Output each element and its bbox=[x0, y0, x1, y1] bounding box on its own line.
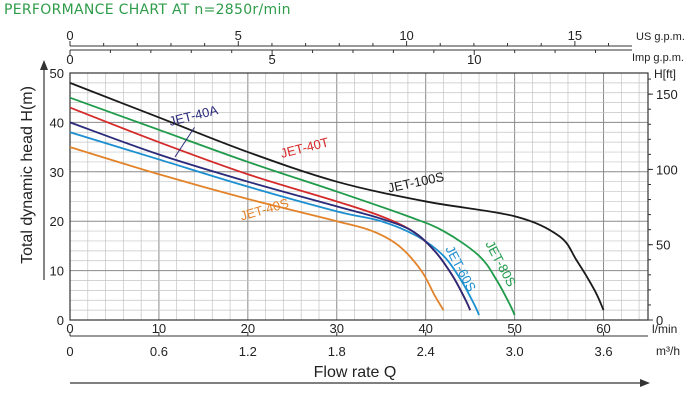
us-gpm-tick-label: 10 bbox=[399, 28, 413, 43]
x-tick-label: 30 bbox=[330, 321, 344, 336]
jet-40a-pointer bbox=[174, 127, 195, 158]
right-axis-unit: H[ft] bbox=[654, 67, 676, 81]
m3h-tick-label: 0 bbox=[66, 344, 73, 359]
y-tick-label: 20 bbox=[50, 214, 64, 229]
y-axis-label: Total dynamic head H(m) bbox=[19, 86, 36, 264]
series-line-jet-60s bbox=[69, 131, 480, 316]
series-line-jet-40s bbox=[69, 146, 445, 311]
series-line-jet-100s bbox=[69, 82, 605, 311]
right-tick-label: 150 bbox=[656, 87, 678, 102]
grid bbox=[69, 72, 648, 321]
y-axis-arrow-head bbox=[40, 60, 48, 70]
series-lines bbox=[69, 82, 605, 316]
m3h-axis-unit: m³/h bbox=[656, 344, 680, 358]
x-axis-label: Flow rate Q bbox=[314, 364, 397, 381]
x-tick-label: 20 bbox=[241, 321, 255, 336]
imp-gpm-unit: Imp g.p.m. bbox=[632, 52, 684, 64]
us-gpm-unit: US g.p.m. bbox=[636, 31, 685, 43]
series-label-jet-40a: JET-40A bbox=[167, 102, 219, 129]
series-line-jet-80s bbox=[69, 96, 516, 316]
series-line-jet-40a bbox=[69, 121, 471, 311]
series-label-jet-80s: JET-80S bbox=[482, 238, 519, 289]
y-tick-label: 10 bbox=[50, 264, 64, 279]
plot-frame bbox=[69, 72, 649, 321]
x-axis-arrow-head bbox=[640, 379, 650, 387]
m3h-tick-label: 2.4 bbox=[417, 344, 435, 359]
m3h-tick-label: 3.6 bbox=[594, 344, 612, 359]
y-tick-label: 30 bbox=[50, 165, 64, 180]
y-tick-label: 50 bbox=[50, 66, 64, 81]
right-tick-label: 0 bbox=[656, 313, 663, 328]
x-axis-unit: l/min bbox=[652, 322, 677, 336]
x-tick-label: 0 bbox=[66, 321, 73, 336]
m3h-tick-label: 1.8 bbox=[328, 344, 346, 359]
right-tick-label: 50 bbox=[656, 238, 670, 253]
us-gpm-tick-label: 15 bbox=[568, 28, 582, 43]
imp-gpm-tick-label: 10 bbox=[467, 52, 481, 67]
x-tick-label: 50 bbox=[507, 321, 521, 336]
us-gpm-tick-label: 5 bbox=[235, 28, 242, 43]
series-label-jet-40t: JET-40T bbox=[279, 134, 330, 160]
x-tick-label: 10 bbox=[152, 321, 166, 336]
m3h-tick-label: 3.0 bbox=[506, 344, 524, 359]
imp-gpm-tick-label: 5 bbox=[269, 52, 276, 67]
m3h-tick-label: 0.6 bbox=[150, 344, 168, 359]
x-tick-label: 60 bbox=[596, 321, 610, 336]
y-tick-label: 40 bbox=[50, 115, 64, 130]
right-tick-label: 100 bbox=[656, 162, 678, 177]
imp-gpm-tick-label: 0 bbox=[66, 52, 73, 67]
x-tick-label: 40 bbox=[418, 321, 432, 336]
us-gpm-tick-label: 0 bbox=[66, 28, 73, 43]
chart-title: PERFORMANCE CHART AT n=2850r/min bbox=[4, 2, 291, 18]
y-tick-label: 0 bbox=[57, 313, 64, 328]
series-labels: JET-100SJET-80SJET-60SJET-40TJET-40AJET-… bbox=[167, 102, 519, 294]
m3h-tick-label: 1.2 bbox=[239, 344, 257, 359]
series-label-jet-40s: JET-40S bbox=[238, 195, 290, 223]
